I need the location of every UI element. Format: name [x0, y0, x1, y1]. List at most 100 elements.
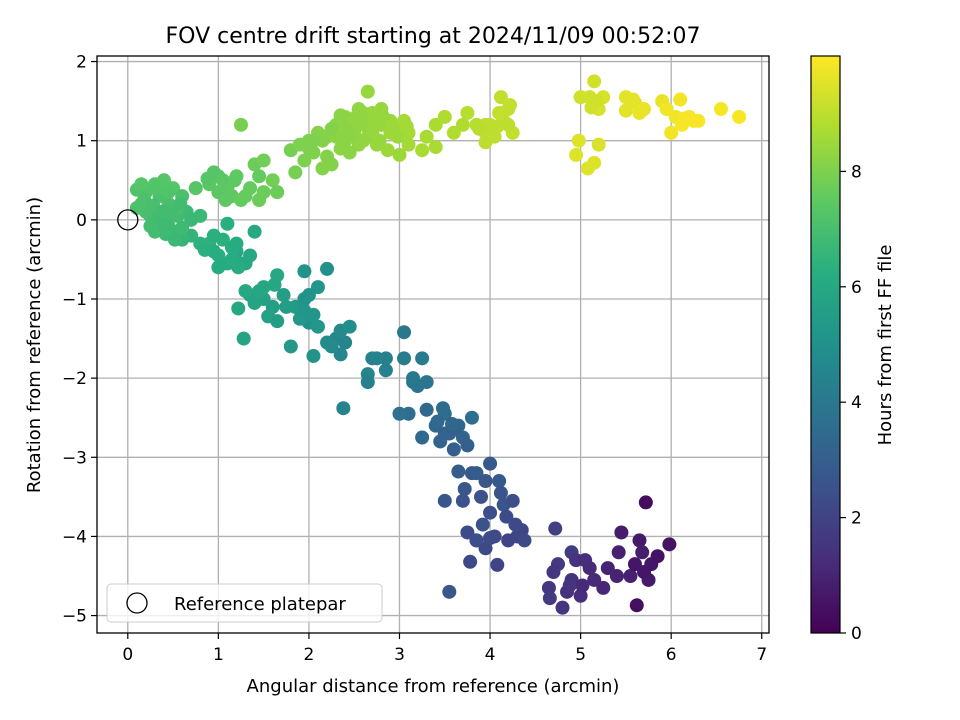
- y-axis-label: Rotation from reference (arcmin): [24, 197, 45, 493]
- data-point: [336, 401, 351, 416]
- data-point: [252, 169, 267, 184]
- x-axis-label: Angular distance from reference (arcmin): [247, 676, 620, 697]
- y-tick-label: 1: [76, 132, 87, 152]
- data-point: [247, 224, 262, 239]
- data-point: [270, 185, 285, 200]
- x-tick-label: 2: [304, 645, 315, 665]
- data-point: [229, 236, 244, 251]
- data-point: [320, 261, 335, 276]
- legend-marker-reference: [126, 592, 148, 614]
- data-point: [310, 319, 325, 334]
- data-point: [493, 485, 508, 500]
- reference-point-marker: [117, 209, 139, 231]
- data-point: [445, 417, 460, 432]
- x-axis-ticks: 0 1 2 3 4 5 6 7: [122, 633, 767, 665]
- data-point: [428, 117, 443, 132]
- data-point: [306, 348, 321, 363]
- data-point: [664, 125, 679, 140]
- data-point: [324, 339, 339, 354]
- data-point: [492, 474, 507, 489]
- chart-title: FOV centre drift starting at 2024/11/09 …: [166, 24, 701, 49]
- data-point: [376, 109, 391, 124]
- data-point: [279, 299, 294, 314]
- data-point: [714, 102, 728, 117]
- data-point: [478, 474, 493, 489]
- data-point: [380, 143, 395, 158]
- data-point: [650, 549, 665, 564]
- data-point: [627, 557, 642, 572]
- data-point: [134, 177, 149, 192]
- data-point: [267, 277, 282, 292]
- data-point: [662, 537, 677, 552]
- data-point: [419, 402, 434, 417]
- data-point: [324, 121, 339, 136]
- data-point: [460, 525, 475, 540]
- data-point: [149, 181, 164, 196]
- data-point: [378, 363, 393, 378]
- data-point: [188, 181, 203, 196]
- data-point: [342, 319, 357, 334]
- x-tick-label: 4: [485, 645, 496, 665]
- colorbar-tick-label: 6: [851, 278, 862, 298]
- data-point: [392, 147, 407, 162]
- data-point: [369, 351, 384, 366]
- data-point: [167, 232, 182, 247]
- x-tick-label: 7: [756, 645, 767, 665]
- legend-box: [106, 583, 383, 623]
- data-point: [548, 521, 563, 536]
- colorbar-tick-label: 0: [851, 624, 862, 644]
- data-point: [446, 125, 461, 140]
- data-point: [541, 580, 556, 595]
- data-point: [419, 375, 434, 390]
- data-point: [243, 248, 258, 263]
- data-point: [501, 117, 516, 132]
- data-point: [238, 284, 253, 299]
- data-point: [297, 264, 312, 279]
- data-point: [469, 466, 484, 481]
- data-point: [460, 438, 475, 453]
- data-point: [173, 197, 188, 212]
- data-point: [508, 517, 523, 532]
- data-point: [596, 580, 611, 595]
- data-point: [143, 219, 158, 234]
- data-point: [297, 303, 312, 318]
- data-point: [236, 331, 251, 346]
- data-point: [455, 117, 470, 132]
- data-point: [227, 173, 242, 188]
- data-point: [659, 102, 674, 117]
- data-point: [490, 119, 505, 134]
- data-point: [324, 157, 339, 172]
- data-point: [390, 129, 405, 144]
- data-point: [356, 133, 371, 148]
- data-point: [555, 600, 570, 615]
- data-point: [428, 140, 443, 155]
- data-point: [691, 113, 706, 128]
- data-point: [161, 185, 176, 200]
- data-point: [609, 569, 624, 584]
- data-point: [397, 325, 412, 340]
- data-point: [270, 314, 285, 329]
- y-axis-ticks: −5 −4 −3 −2 −1 0 1 2: [62, 53, 97, 627]
- data-point: [310, 280, 325, 295]
- y-tick-label: 0: [76, 211, 87, 231]
- data-point: [451, 464, 466, 479]
- y-tick-label: −3: [62, 448, 87, 468]
- data-point: [463, 554, 478, 569]
- data-point: [175, 220, 190, 235]
- data-point: [231, 260, 246, 275]
- data-point: [401, 137, 416, 152]
- data-point: [542, 591, 557, 606]
- data-point: [415, 351, 430, 366]
- colorbar: 0 2 4 6 8 Hours from first FF file: [810, 55, 896, 644]
- data-point: [472, 121, 487, 136]
- data-point: [193, 208, 208, 223]
- data-point: [611, 545, 626, 560]
- data-point: [415, 430, 430, 445]
- data-point: [297, 153, 312, 168]
- data-point: [483, 456, 498, 471]
- legend-entry-reference: Reference platepar: [174, 594, 346, 615]
- data-point: [164, 206, 179, 221]
- data-point: [234, 117, 248, 132]
- data-point: [569, 147, 584, 162]
- data-point: [360, 375, 375, 390]
